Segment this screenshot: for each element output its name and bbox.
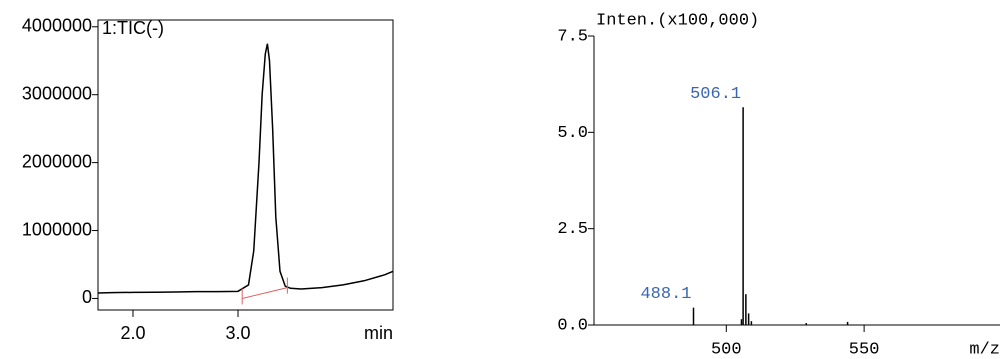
y-tick-label: 2000000 <box>22 151 92 171</box>
y-tick-label: 4000000 <box>22 16 92 36</box>
x-tick-label: 2.0 <box>120 323 145 343</box>
y-tick-label: 3000000 <box>22 83 92 103</box>
x-axis-title: min <box>364 323 393 343</box>
y-tick-label: 5.0 <box>557 124 588 143</box>
integration-baseline <box>242 287 288 299</box>
y-tick-label: 7.5 <box>557 27 588 46</box>
x-tick-label: 550 <box>849 340 880 359</box>
peak-label: 488.1 <box>640 285 691 304</box>
peak-label: 506.1 <box>690 85 741 104</box>
chromatogram: 0 1000000 2000000 3000000 4000000 2.0 3.0 1:TIC… <box>22 16 394 343</box>
y-tick-label: 0 <box>82 287 92 307</box>
x-axis-title: m/z <box>969 340 1000 359</box>
y-tick-label: 0.0 <box>557 316 588 335</box>
chart-title: 1:TIC(-) <box>102 18 164 38</box>
y-tick-label: 1000000 <box>22 219 92 239</box>
x-tick-label: 3.0 <box>225 323 250 343</box>
y-axis-title: Inten.(x100,000) <box>596 11 759 30</box>
trace <box>97 43 394 294</box>
x-tick-label: 500 <box>711 340 742 359</box>
frame <box>97 19 394 311</box>
y-tick-label: 2.5 <box>557 220 588 239</box>
mass-spectrum: 0.0 2.5 5.0 7.5 500 550 Inten.(x100,000) m/z 488… <box>557 11 1000 359</box>
